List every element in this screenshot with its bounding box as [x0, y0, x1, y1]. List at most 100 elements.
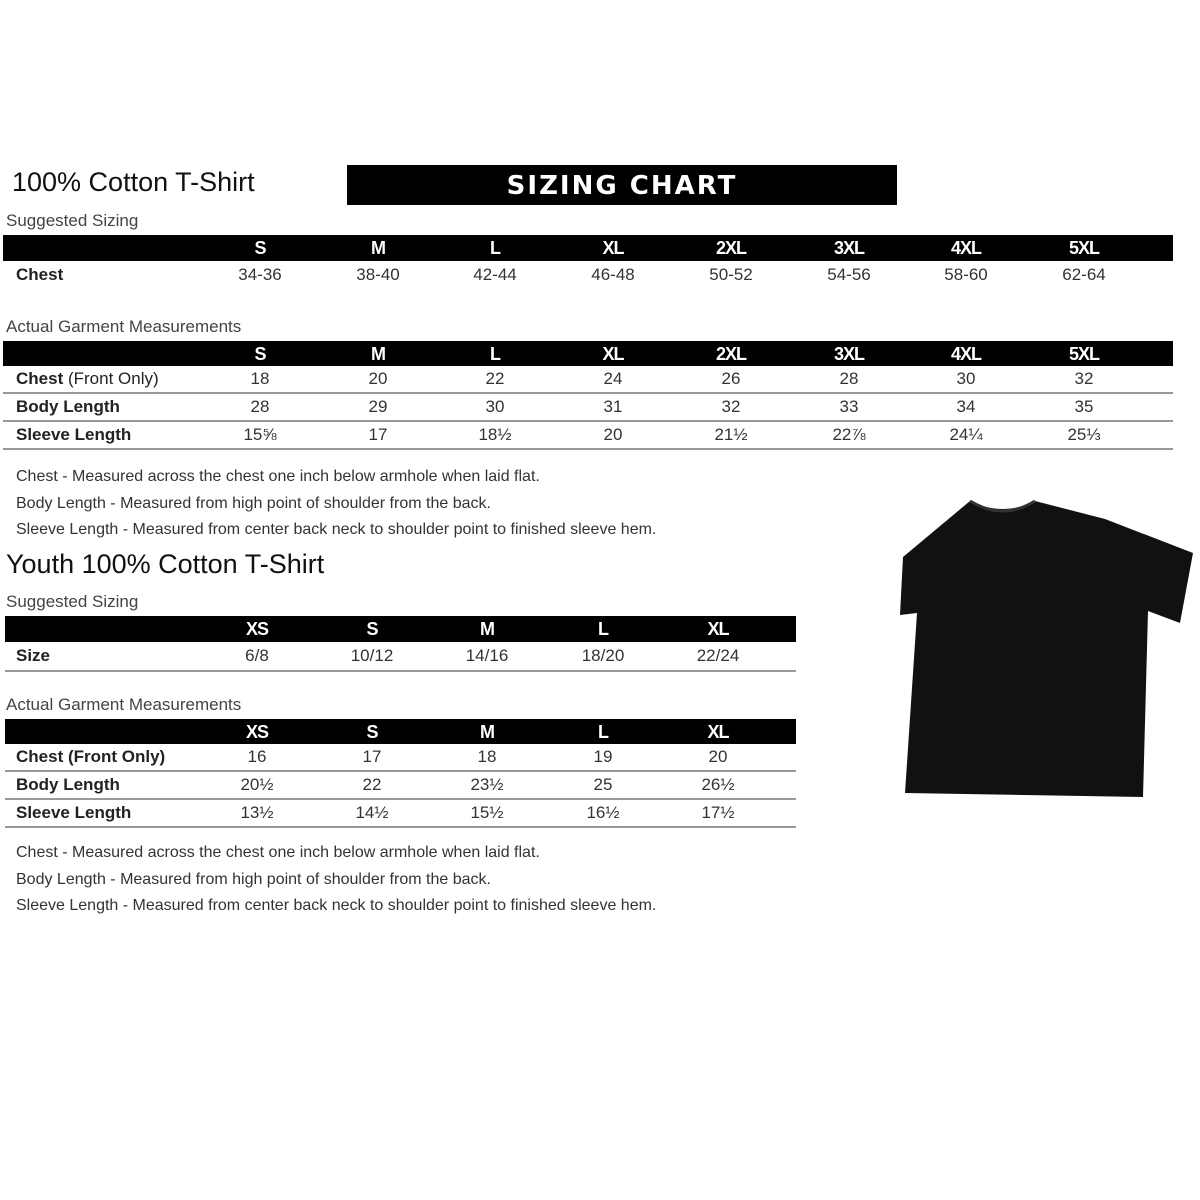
table-cell: 14½ [355, 803, 389, 822]
table-cell: 24 [603, 369, 623, 388]
size-header: L [490, 238, 501, 258]
size-header: XS [245, 619, 269, 639]
table-cell: 17 [368, 425, 388, 444]
table-cell: 30 [956, 369, 976, 388]
table-cell: 17½ [701, 803, 735, 822]
table-cell: 15⅝ [243, 425, 277, 444]
size-header: L [598, 619, 609, 639]
size-header: 3XL [833, 344, 865, 364]
tshirt-shape [900, 501, 1193, 797]
table-cell: 18/20 [581, 646, 625, 665]
row-label-extra: (Front Only) [63, 369, 159, 388]
row-label: Body Length [16, 397, 120, 417]
adult-title: 100% Cotton T-Shirt [12, 167, 255, 197]
table-cell: 28 [839, 369, 859, 388]
size-header: S [366, 619, 378, 639]
table-cell: 18 [477, 747, 497, 766]
row-divider [3, 420, 1173, 422]
size-header: 5XL [1068, 344, 1100, 364]
youth-suggested-header [5, 616, 796, 642]
table-cell: 42-44 [473, 265, 517, 284]
row-label-text: Chest (Front Only) [16, 747, 166, 766]
table-cell: 20 [708, 747, 728, 766]
measurement-note: Body Length - Measured from high point o… [16, 494, 491, 512]
measurement-note: Chest - Measured across the chest one in… [16, 468, 540, 485]
size-header: XL [602, 238, 624, 258]
size-header: XS [245, 722, 269, 742]
row-label: Sleeve Length [16, 803, 131, 823]
row-divider [5, 826, 796, 828]
table-cell: 26 [721, 369, 741, 388]
youth-actual-label: Actual Garment Measurements [6, 695, 242, 714]
row-divider [5, 770, 796, 772]
measurement-note: Sleeve Length - Measured from center bac… [16, 897, 657, 914]
table-cell: 25⅓ [1067, 425, 1101, 444]
measurement-note: Body Length - Measured from high point o… [16, 870, 491, 888]
youth-title: Youth 100% Cotton T-Shirt [6, 549, 325, 579]
table-cell: 20 [603, 425, 623, 444]
size-header: L [598, 722, 609, 742]
sizing-chart-banner: SIZING CHART [347, 165, 897, 205]
table-cell: 22/24 [696, 646, 740, 665]
table-cell: 54-56 [827, 265, 871, 284]
table-cell: 23½ [470, 775, 504, 794]
table-cell: 22 [485, 369, 505, 388]
table-cell: 29 [368, 397, 388, 416]
table-cell: 14/16 [465, 646, 509, 665]
row-divider [5, 670, 796, 672]
table-cell: 32 [721, 397, 741, 416]
adult-actual-header [3, 341, 1173, 366]
table-cell: 26½ [701, 775, 735, 794]
size-header: 3XL [833, 238, 865, 258]
table-cell: 34 [956, 397, 976, 416]
row-label: Size [16, 646, 51, 665]
measurement-note: Sleeve Length - Measured from center bac… [16, 521, 657, 538]
row-divider [3, 392, 1173, 394]
row-label: Body Length [16, 775, 120, 795]
row-divider [5, 798, 796, 800]
table-cell: 32 [1074, 369, 1094, 388]
size-header: XL [602, 344, 624, 364]
size-header: 2XL [715, 344, 747, 364]
size-header: M [371, 344, 386, 364]
table-cell: 15½ [470, 803, 504, 822]
size-header: M [480, 619, 495, 639]
row-label: Sleeve Length [16, 425, 131, 445]
table-cell: 6/8 [245, 646, 269, 665]
size-header: 5XL [1068, 238, 1100, 258]
size-header: S [254, 238, 266, 258]
row-label-text: Sleeve Length [16, 425, 132, 444]
banner-text: SIZING CHART [506, 171, 738, 201]
row-label: Chest (Front Only) [16, 369, 159, 389]
row-label-text: Chest [16, 369, 64, 388]
table-cell: 46-48 [591, 265, 635, 284]
tshirt-image [900, 499, 1193, 797]
table-cell: 19 [593, 747, 613, 766]
measurement-note: Chest - Measured across the chest one in… [16, 844, 540, 861]
table-cell: 13½ [240, 803, 274, 822]
table-cell: 16 [247, 747, 267, 766]
size-header: M [480, 722, 495, 742]
table-cell: 34-36 [238, 265, 282, 284]
row-label-text: Body Length [16, 775, 120, 794]
table-cell: 25 [593, 775, 613, 794]
table-cell: 18 [250, 369, 270, 388]
size-header: S [366, 722, 378, 742]
table-cell: 22⅞ [832, 425, 866, 444]
table-cell: 33 [839, 397, 859, 416]
size-header: XL [707, 722, 729, 742]
size-header: L [490, 344, 501, 364]
table-cell: 22 [362, 775, 382, 794]
row-label: Chest (Front Only) [16, 747, 165, 767]
size-header: S [254, 344, 266, 364]
size-header: 4XL [950, 238, 982, 258]
table-cell: 20 [368, 369, 388, 388]
table-cell: 10/12 [350, 646, 394, 665]
table-cell: 17 [362, 747, 382, 766]
table-cell: 58-60 [944, 265, 988, 284]
adult-actual-label: Actual Garment Measurements [6, 317, 242, 336]
table-cell: 31 [603, 397, 623, 416]
table-cell: 50-52 [709, 265, 753, 284]
table-cell: 62-64 [1062, 265, 1106, 284]
size-header: XL [707, 619, 729, 639]
